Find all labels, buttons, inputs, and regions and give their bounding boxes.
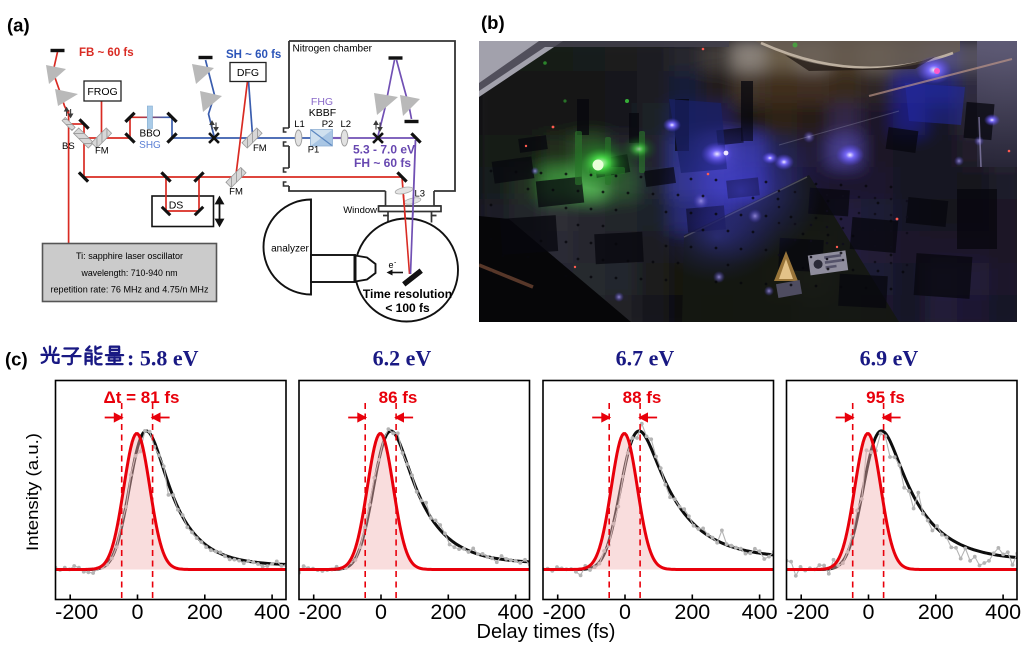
svg-text:FM: FM <box>229 187 243 198</box>
svg-text:0: 0 <box>863 600 875 624</box>
svg-text:400: 400 <box>498 600 534 624</box>
svg-text:-200: -200 <box>55 600 98 624</box>
svg-text:6.9 eV: 6.9 eV <box>860 346 919 371</box>
svg-text:Time resolution: Time resolution <box>363 287 452 301</box>
svg-text:400: 400 <box>985 600 1021 624</box>
svg-text:P1: P1 <box>308 145 320 156</box>
svg-text:FH ~ 60 fs: FH ~ 60 fs <box>354 156 411 170</box>
svg-text:DS: DS <box>169 200 184 212</box>
svg-text:Window: Window <box>343 205 377 216</box>
svg-text:analyzer: analyzer <box>271 244 309 255</box>
svg-text:BBO: BBO <box>139 129 160 140</box>
svg-text:FM: FM <box>95 146 109 157</box>
svg-text:FHG: FHG <box>311 96 333 108</box>
svg-text:200: 200 <box>430 600 466 624</box>
svg-text:0: 0 <box>132 600 144 624</box>
svg-text:200: 200 <box>674 600 710 624</box>
svg-text:< 100 fs: < 100 fs <box>385 301 430 315</box>
svg-text:L2: L2 <box>341 119 352 130</box>
svg-text:Ti: sapphire laser oscillator: Ti: sapphire laser oscillator <box>76 251 183 262</box>
svg-text:e: e <box>389 260 394 270</box>
svg-text:SHG: SHG <box>139 140 161 151</box>
svg-text:Nitrogen chamber: Nitrogen chamber <box>293 44 373 55</box>
svg-text:-200: -200 <box>543 600 586 624</box>
svg-text:(a): (a) <box>7 15 30 36</box>
svg-text:(c): (c) <box>5 349 28 370</box>
svg-text:: 5.8 eV: : 5.8 eV <box>127 346 199 371</box>
svg-text:BS: BS <box>62 141 75 152</box>
svg-text:-200: -200 <box>786 600 829 624</box>
svg-text:FROG: FROG <box>87 86 117 98</box>
svg-text:400: 400 <box>742 600 778 624</box>
svg-text:FB ~ 60 fs: FB ~ 60 fs <box>79 47 134 59</box>
svg-text:-200: -200 <box>299 600 342 624</box>
svg-text:Delay times (fs): Delay times (fs) <box>477 621 616 643</box>
svg-text:400: 400 <box>254 600 290 624</box>
svg-text:200: 200 <box>918 600 954 624</box>
svg-text:0: 0 <box>375 600 387 624</box>
svg-text:L3: L3 <box>415 189 426 200</box>
svg-text:Δt = 81 fs: Δt = 81 fs <box>103 388 179 407</box>
svg-text:L1: L1 <box>294 119 305 130</box>
svg-text:KBBF: KBBF <box>309 107 336 119</box>
svg-text:6.2 eV: 6.2 eV <box>373 346 432 371</box>
svg-text:DFG: DFG <box>237 67 259 79</box>
svg-text:88 fs: 88 fs <box>623 388 662 407</box>
svg-text:6.7 eV: 6.7 eV <box>616 346 675 371</box>
svg-text:-: - <box>394 260 397 267</box>
svg-text:P2: P2 <box>322 119 334 130</box>
svg-text:FM: FM <box>253 143 267 154</box>
svg-text:SH ~ 60 fs: SH ~ 60 fs <box>226 49 281 61</box>
svg-text:Intensity (a.u.): Intensity (a.u.) <box>24 433 42 551</box>
svg-text:86 fs: 86 fs <box>379 388 418 407</box>
svg-text:repetition rate: 76 MHz and 4.: repetition rate: 76 MHz and 4.75/n MHz <box>51 285 209 296</box>
svg-text:5.3 - 7.0 eV: 5.3 - 7.0 eV <box>353 143 415 157</box>
svg-text:wavelength: 710-940 nm: wavelength: 710-940 nm <box>81 268 178 279</box>
svg-text:95 fs: 95 fs <box>866 388 905 407</box>
svg-text:0: 0 <box>619 600 631 624</box>
svg-text:200: 200 <box>187 600 223 624</box>
